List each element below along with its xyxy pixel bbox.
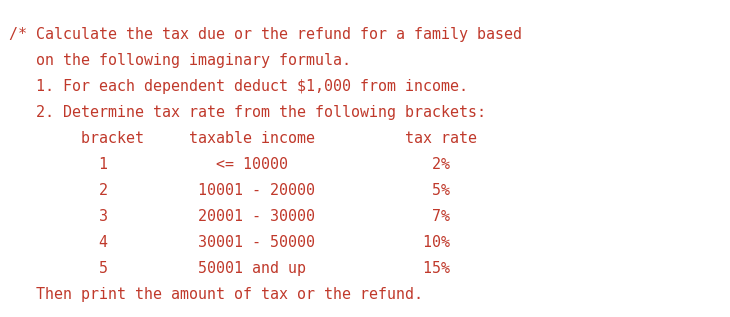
Text: bracket     taxable income          tax rate: bracket taxable income tax rate: [9, 131, 477, 146]
Text: 1. For each dependent deduct $1,000 from income.: 1. For each dependent deduct $1,000 from…: [9, 79, 468, 94]
Text: Then print the amount of tax or the refund.: Then print the amount of tax or the refu…: [9, 287, 423, 302]
Text: 2          10001 - 20000             5%: 2 10001 - 20000 5%: [9, 183, 450, 198]
Text: 3          20001 - 30000             7%: 3 20001 - 30000 7%: [9, 209, 450, 224]
Text: 5          50001 and up             15%: 5 50001 and up 15%: [9, 261, 450, 276]
Text: on the following imaginary formula.: on the following imaginary formula.: [9, 53, 350, 68]
Text: /* Calculate the tax due or the refund for a family based: /* Calculate the tax due or the refund f…: [9, 27, 522, 42]
Text: 1            <= 10000                2%: 1 <= 10000 2%: [9, 157, 450, 172]
Text: 2. Determine tax rate from the following brackets:: 2. Determine tax rate from the following…: [9, 105, 485, 120]
Text: 4          30001 - 50000            10%: 4 30001 - 50000 10%: [9, 235, 450, 250]
